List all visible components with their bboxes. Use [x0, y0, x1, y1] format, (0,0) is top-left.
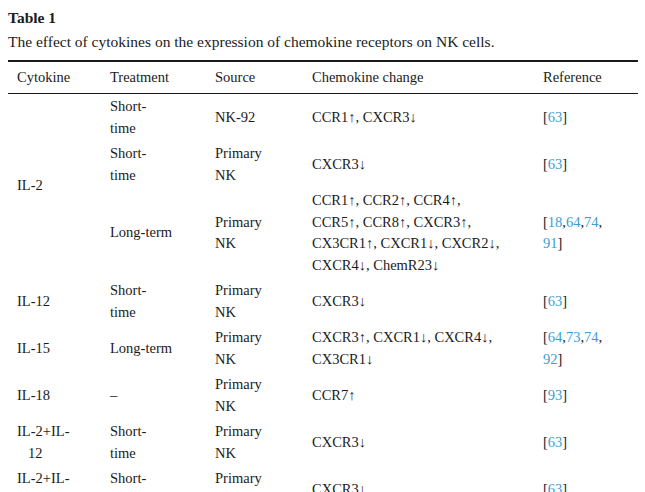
- cytokine-table: Cytokine Treatment Source Chemokine chan…: [8, 60, 638, 492]
- reference-cell: [63]: [543, 466, 638, 492]
- citation-link[interactable]: 63: [548, 109, 563, 125]
- chemokine-change-cell: CCR7↑: [312, 372, 543, 419]
- cytokine-cell: IL-15: [8, 325, 110, 372]
- col-header-source: Source: [215, 61, 312, 94]
- table-body: IL-2Short- timeNK-92CCR1↑, CXCR3↓[63]Sho…: [8, 94, 638, 492]
- citation-link[interactable]: 63: [548, 434, 563, 450]
- table-row: IL-2+IL- 12Short- timePrimary NKCXCR3↓[6…: [8, 419, 638, 466]
- source-cell: Primary NK: [215, 419, 312, 466]
- citation-link[interactable]: 74: [584, 329, 599, 345]
- treatment-cell: Long-term: [110, 188, 215, 278]
- citation-link[interactable]: 73: [566, 329, 581, 345]
- table-row: IL-12Short- timePrimary NKCXCR3↓[63]: [8, 278, 638, 325]
- reference-cell: [63]: [543, 278, 638, 325]
- reference-cell: [63]: [543, 419, 638, 466]
- header-row: Cytokine Treatment Source Chemokine chan…: [8, 61, 638, 94]
- source-cell: Primary NK: [215, 141, 312, 188]
- col-header-chemokine-change: Chemokine change: [312, 61, 543, 94]
- table-title: Table 1: [8, 5, 638, 28]
- citation-link[interactable]: 63: [548, 293, 563, 309]
- citation-link[interactable]: 18: [548, 214, 563, 230]
- chemokine-change-cell: CXCR3↓: [312, 419, 543, 466]
- chemokine-change-cell: CCR1↑, CXCR3↓: [312, 94, 543, 142]
- chemokine-change-cell: CCR1↑, CCR2↑, CCR4↑, CCR5↑, CCR8↑, CXCR3…: [312, 188, 543, 278]
- reference-cell: [64,73,74, 92]: [543, 325, 638, 372]
- reference-cell: [63]: [543, 141, 638, 188]
- source-cell: Primary NK: [215, 466, 312, 492]
- cytokine-cell: IL-12: [8, 278, 110, 325]
- source-cell: NK-92: [215, 94, 312, 142]
- reference-cell: [63]: [543, 94, 638, 142]
- treatment-cell: Short- time: [110, 419, 215, 466]
- treatment-cell: –: [110, 372, 215, 419]
- treatment-cell: Short- time: [110, 466, 215, 492]
- chemokine-change-cell: CXCR3↓: [312, 141, 543, 188]
- citation-link[interactable]: 93: [548, 387, 563, 403]
- col-header-cytokine: Cytokine: [8, 61, 110, 94]
- source-cell: Primary NK: [215, 372, 312, 419]
- citation-link[interactable]: 64: [548, 329, 563, 345]
- table-caption: The effect of cytokines on the expressio…: [8, 31, 638, 52]
- reference-cell: [18,64,74, 91]: [543, 188, 638, 278]
- col-header-treatment: Treatment: [110, 61, 215, 94]
- treatment-cell: Short- time: [110, 94, 215, 142]
- source-cell: Primary NK: [215, 188, 312, 278]
- table-row: IL-15Long-termPrimary NKCXCR3↑, CXCR1↓, …: [8, 325, 638, 372]
- treatment-cell: Short- time: [110, 141, 215, 188]
- citation-link[interactable]: 91: [543, 235, 558, 251]
- table-row: IL-18–Primary NKCCR7↑[93]: [8, 372, 638, 419]
- table-row: IL-2Short- timeNK-92CCR1↑, CXCR3↓[63]: [8, 94, 638, 142]
- cytokine-cell: IL-18: [8, 372, 110, 419]
- treatment-cell: Short- time: [110, 278, 215, 325]
- cytokine-cell: IL-2+IL- 18: [8, 466, 110, 492]
- treatment-cell: Long-term: [110, 325, 215, 372]
- source-cell: Primary NK: [215, 278, 312, 325]
- citation-link[interactable]: 63: [548, 156, 563, 172]
- source-cell: Primary NK: [215, 325, 312, 372]
- paper-table-figure: Table 1 The effect of cytokines on the e…: [0, 0, 645, 492]
- citation-link[interactable]: 63: [548, 481, 563, 492]
- reference-cell: [93]: [543, 372, 638, 419]
- chemokine-change-cell: CXCR3↑, CXCR1↓, CXCR4↓, CX3CR1↓: [312, 325, 543, 372]
- col-header-reference: Reference: [543, 61, 638, 94]
- chemokine-change-cell: CXCR3↓: [312, 466, 543, 492]
- cytokine-cell: IL-2+IL- 12: [8, 419, 110, 466]
- chemokine-change-cell: CXCR3↓: [312, 278, 543, 325]
- citation-link[interactable]: 74: [584, 214, 599, 230]
- citation-link[interactable]: 64: [566, 214, 581, 230]
- table-row: IL-2+IL- 18Short- timePrimary NKCXCR3↓[6…: [8, 466, 638, 492]
- citation-link[interactable]: 92: [543, 351, 558, 367]
- cytokine-cell: IL-2: [8, 94, 110, 279]
